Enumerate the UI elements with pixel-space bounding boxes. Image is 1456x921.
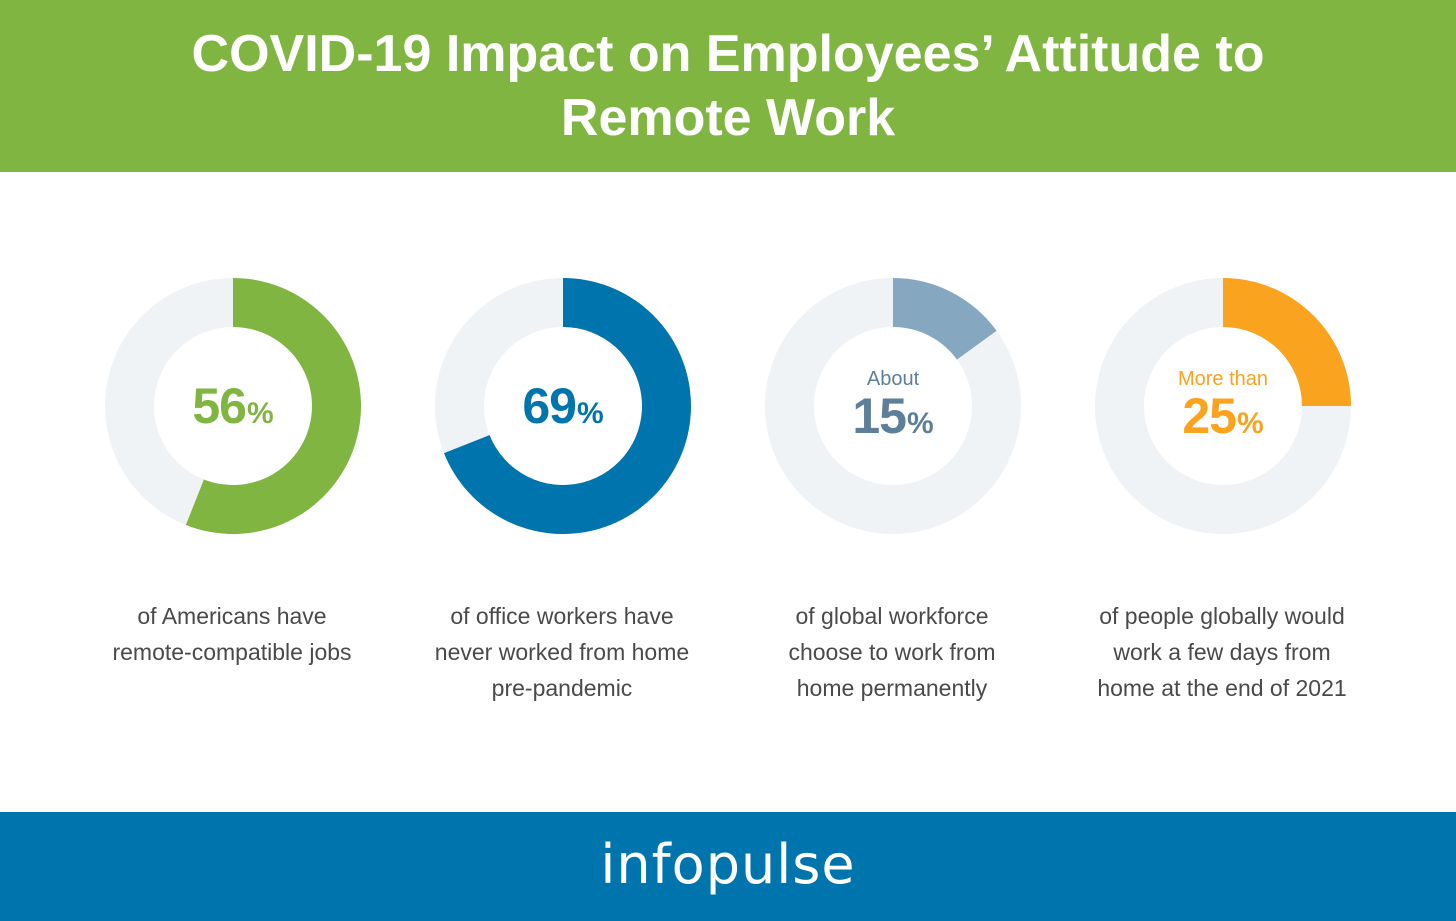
donut-chart [1095,278,1351,534]
header-banner: COVID-19 Impact on Employees’ Attitude t… [0,0,1456,172]
chart-office-workers-never-wfh: 69% of office workers have never worked … [397,172,727,812]
chart-people-hybrid-2021: More than 25% of people globally would w… [1057,172,1387,812]
donut-svg [765,278,1021,534]
chart-americans-remote-jobs: 56% of Americans have remote-compatible … [67,172,397,812]
donut-chart-row: 56% of Americans have remote-compatible … [0,172,1456,812]
donut-value-arc [1223,278,1351,406]
chart-global-workforce-permanent-wfh: About 15% of global workforce choose to … [727,172,1057,812]
donut-value-arc [443,278,691,534]
caption-line: pre-pandemic [491,675,633,701]
caption-line: of office workers have [450,603,674,629]
chart-caption: of global workforce choose to work from … [717,598,1067,706]
caption-line: of people globally would [1099,603,1345,629]
donut-chart [435,278,691,534]
caption-line: work a few days from [1113,639,1331,665]
chart-caption: of Americans have remote-compatible jobs [57,598,407,670]
donut-svg [1095,278,1351,534]
caption-line: home at the end of 2021 [1097,675,1347,701]
caption-line: choose to work from [788,639,996,665]
donut-svg [435,278,691,534]
chart-caption: of people globally would work a few days… [1047,598,1397,706]
page-title: COVID-19 Impact on Employees’ Attitude t… [191,25,1265,147]
donut-chart [765,278,1021,534]
caption-line: of global workforce [795,603,989,629]
footer-banner: infopulse [0,812,1456,921]
caption-line: remote-compatible jobs [112,639,352,665]
caption-line: home permanently [796,675,988,701]
chart-caption: of office workers have never worked from… [387,598,737,706]
donut-value-arc [185,278,361,534]
caption-line: of Americans have [137,603,327,629]
donut-chart [105,278,361,534]
donut-value-arc [893,278,997,360]
donut-svg [105,278,361,534]
infopulse-logo: infopulse [600,832,856,896]
caption-line: never worked from home [434,639,690,665]
